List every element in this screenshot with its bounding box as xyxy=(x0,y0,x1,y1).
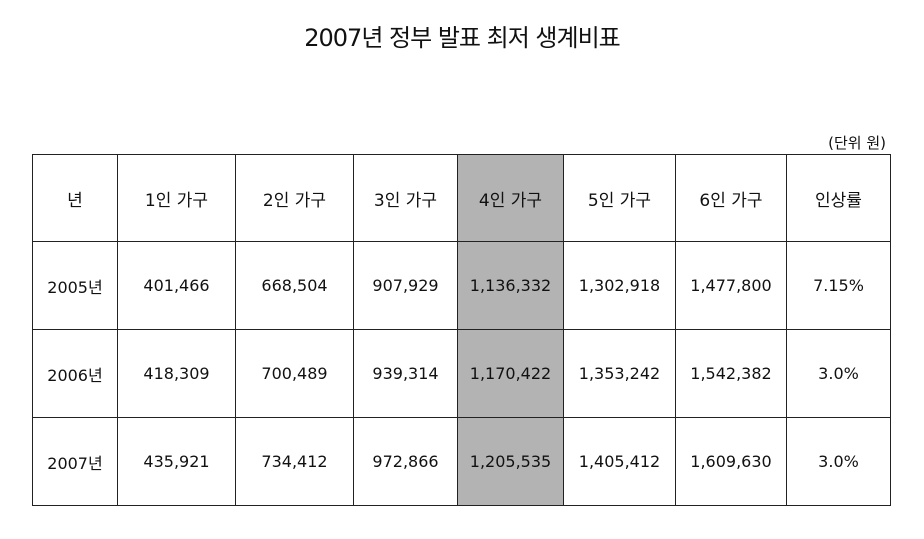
table-cell: 700,489 xyxy=(235,329,354,418)
row-year: 2005년 xyxy=(32,241,118,330)
col-header-1-person: 1인 가구 xyxy=(117,154,236,242)
col-header-5-person: 5인 가구 xyxy=(563,154,676,242)
table-cell: 1,405,412 xyxy=(563,417,676,506)
table-cell: 401,466 xyxy=(117,241,236,330)
table-cell: 668,504 xyxy=(235,241,354,330)
table-cell: 734,412 xyxy=(235,417,354,506)
living-cost-table: 년 1인 가구 2인 가구 3인 가구 4인 가구 5인 가구 6인 가구 인상… xyxy=(32,154,891,506)
table-cell: 1,609,630 xyxy=(675,417,787,506)
table-cell-highlighted: 1,170,422 xyxy=(457,329,564,418)
page-title: 2007년 정부 발표 최저 생계비표 xyxy=(304,24,620,52)
table-cell: 1,353,242 xyxy=(563,329,676,418)
unit-note: (단위 원) xyxy=(828,134,886,152)
table-cell: 1,477,800 xyxy=(675,241,787,330)
col-header-increase-rate: 인상률 xyxy=(786,154,891,242)
col-header-3-person: 3인 가구 xyxy=(353,154,458,242)
table-cell-highlighted: 1,205,535 xyxy=(457,417,564,506)
table-cell: 907,929 xyxy=(353,241,458,330)
table-cell: 435,921 xyxy=(117,417,236,506)
table-cell: 1,542,382 xyxy=(675,329,787,418)
col-header-year: 년 xyxy=(32,154,118,242)
table-cell: 1,302,918 xyxy=(563,241,676,330)
table-cell: 939,314 xyxy=(353,329,458,418)
col-header-2-person: 2인 가구 xyxy=(235,154,354,242)
table-row: 2006년 418,309 700,489 939,314 1,170,422 … xyxy=(32,329,891,418)
table-cell: 7.15% xyxy=(786,241,891,330)
row-year: 2006년 xyxy=(32,329,118,418)
table-header-row: 년 1인 가구 2인 가구 3인 가구 4인 가구 5인 가구 6인 가구 인상… xyxy=(32,154,891,242)
col-header-6-person: 6인 가구 xyxy=(675,154,787,242)
table-row: 2007년 435,921 734,412 972,866 1,205,535 … xyxy=(32,417,891,506)
col-header-4-person: 4인 가구 xyxy=(457,154,564,242)
table-cell: 3.0% xyxy=(786,329,891,418)
table-row: 2005년 401,466 668,504 907,929 1,136,332 … xyxy=(32,241,891,330)
table-cell: 972,866 xyxy=(353,417,458,506)
table-cell-highlighted: 1,136,332 xyxy=(457,241,564,330)
row-year: 2007년 xyxy=(32,417,118,506)
table-cell: 3.0% xyxy=(786,417,891,506)
table-cell: 418,309 xyxy=(117,329,236,418)
